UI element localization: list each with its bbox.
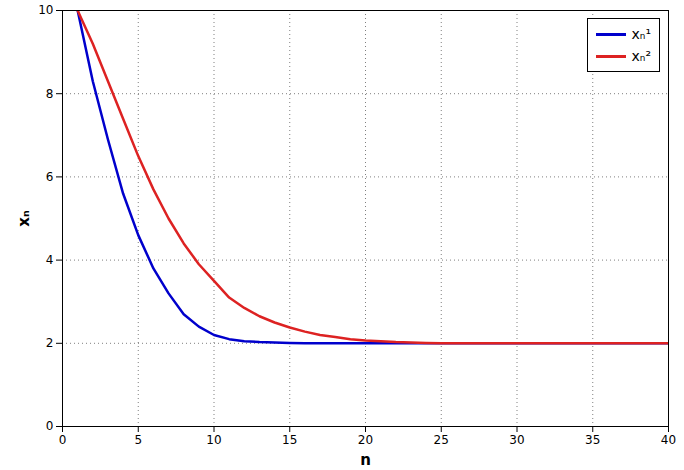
- svg-text:4: 4: [46, 253, 54, 267]
- svg-text:30: 30: [509, 433, 524, 447]
- svg-text:10: 10: [206, 433, 221, 447]
- svg-text:40: 40: [661, 433, 676, 447]
- svg-text:0: 0: [46, 419, 54, 433]
- svg-text:15: 15: [282, 433, 297, 447]
- svg-text:35: 35: [585, 433, 600, 447]
- svg-text:6: 6: [46, 170, 54, 184]
- svg-text:5: 5: [134, 433, 142, 447]
- svg-text:n: n: [360, 451, 371, 469]
- svg-text:0: 0: [59, 433, 67, 447]
- svg-text:25: 25: [434, 433, 449, 447]
- html-text:xₙ¹: xₙ¹: [631, 26, 651, 42]
- svg-text:2: 2: [46, 336, 54, 350]
- html-text:xₙ²: xₙ²: [631, 48, 651, 64]
- svg-text:10: 10: [38, 3, 53, 17]
- svg-text:8: 8: [46, 87, 54, 101]
- svg-text:xₙ: xₙ: [15, 210, 33, 227]
- svg-text:20: 20: [358, 433, 373, 447]
